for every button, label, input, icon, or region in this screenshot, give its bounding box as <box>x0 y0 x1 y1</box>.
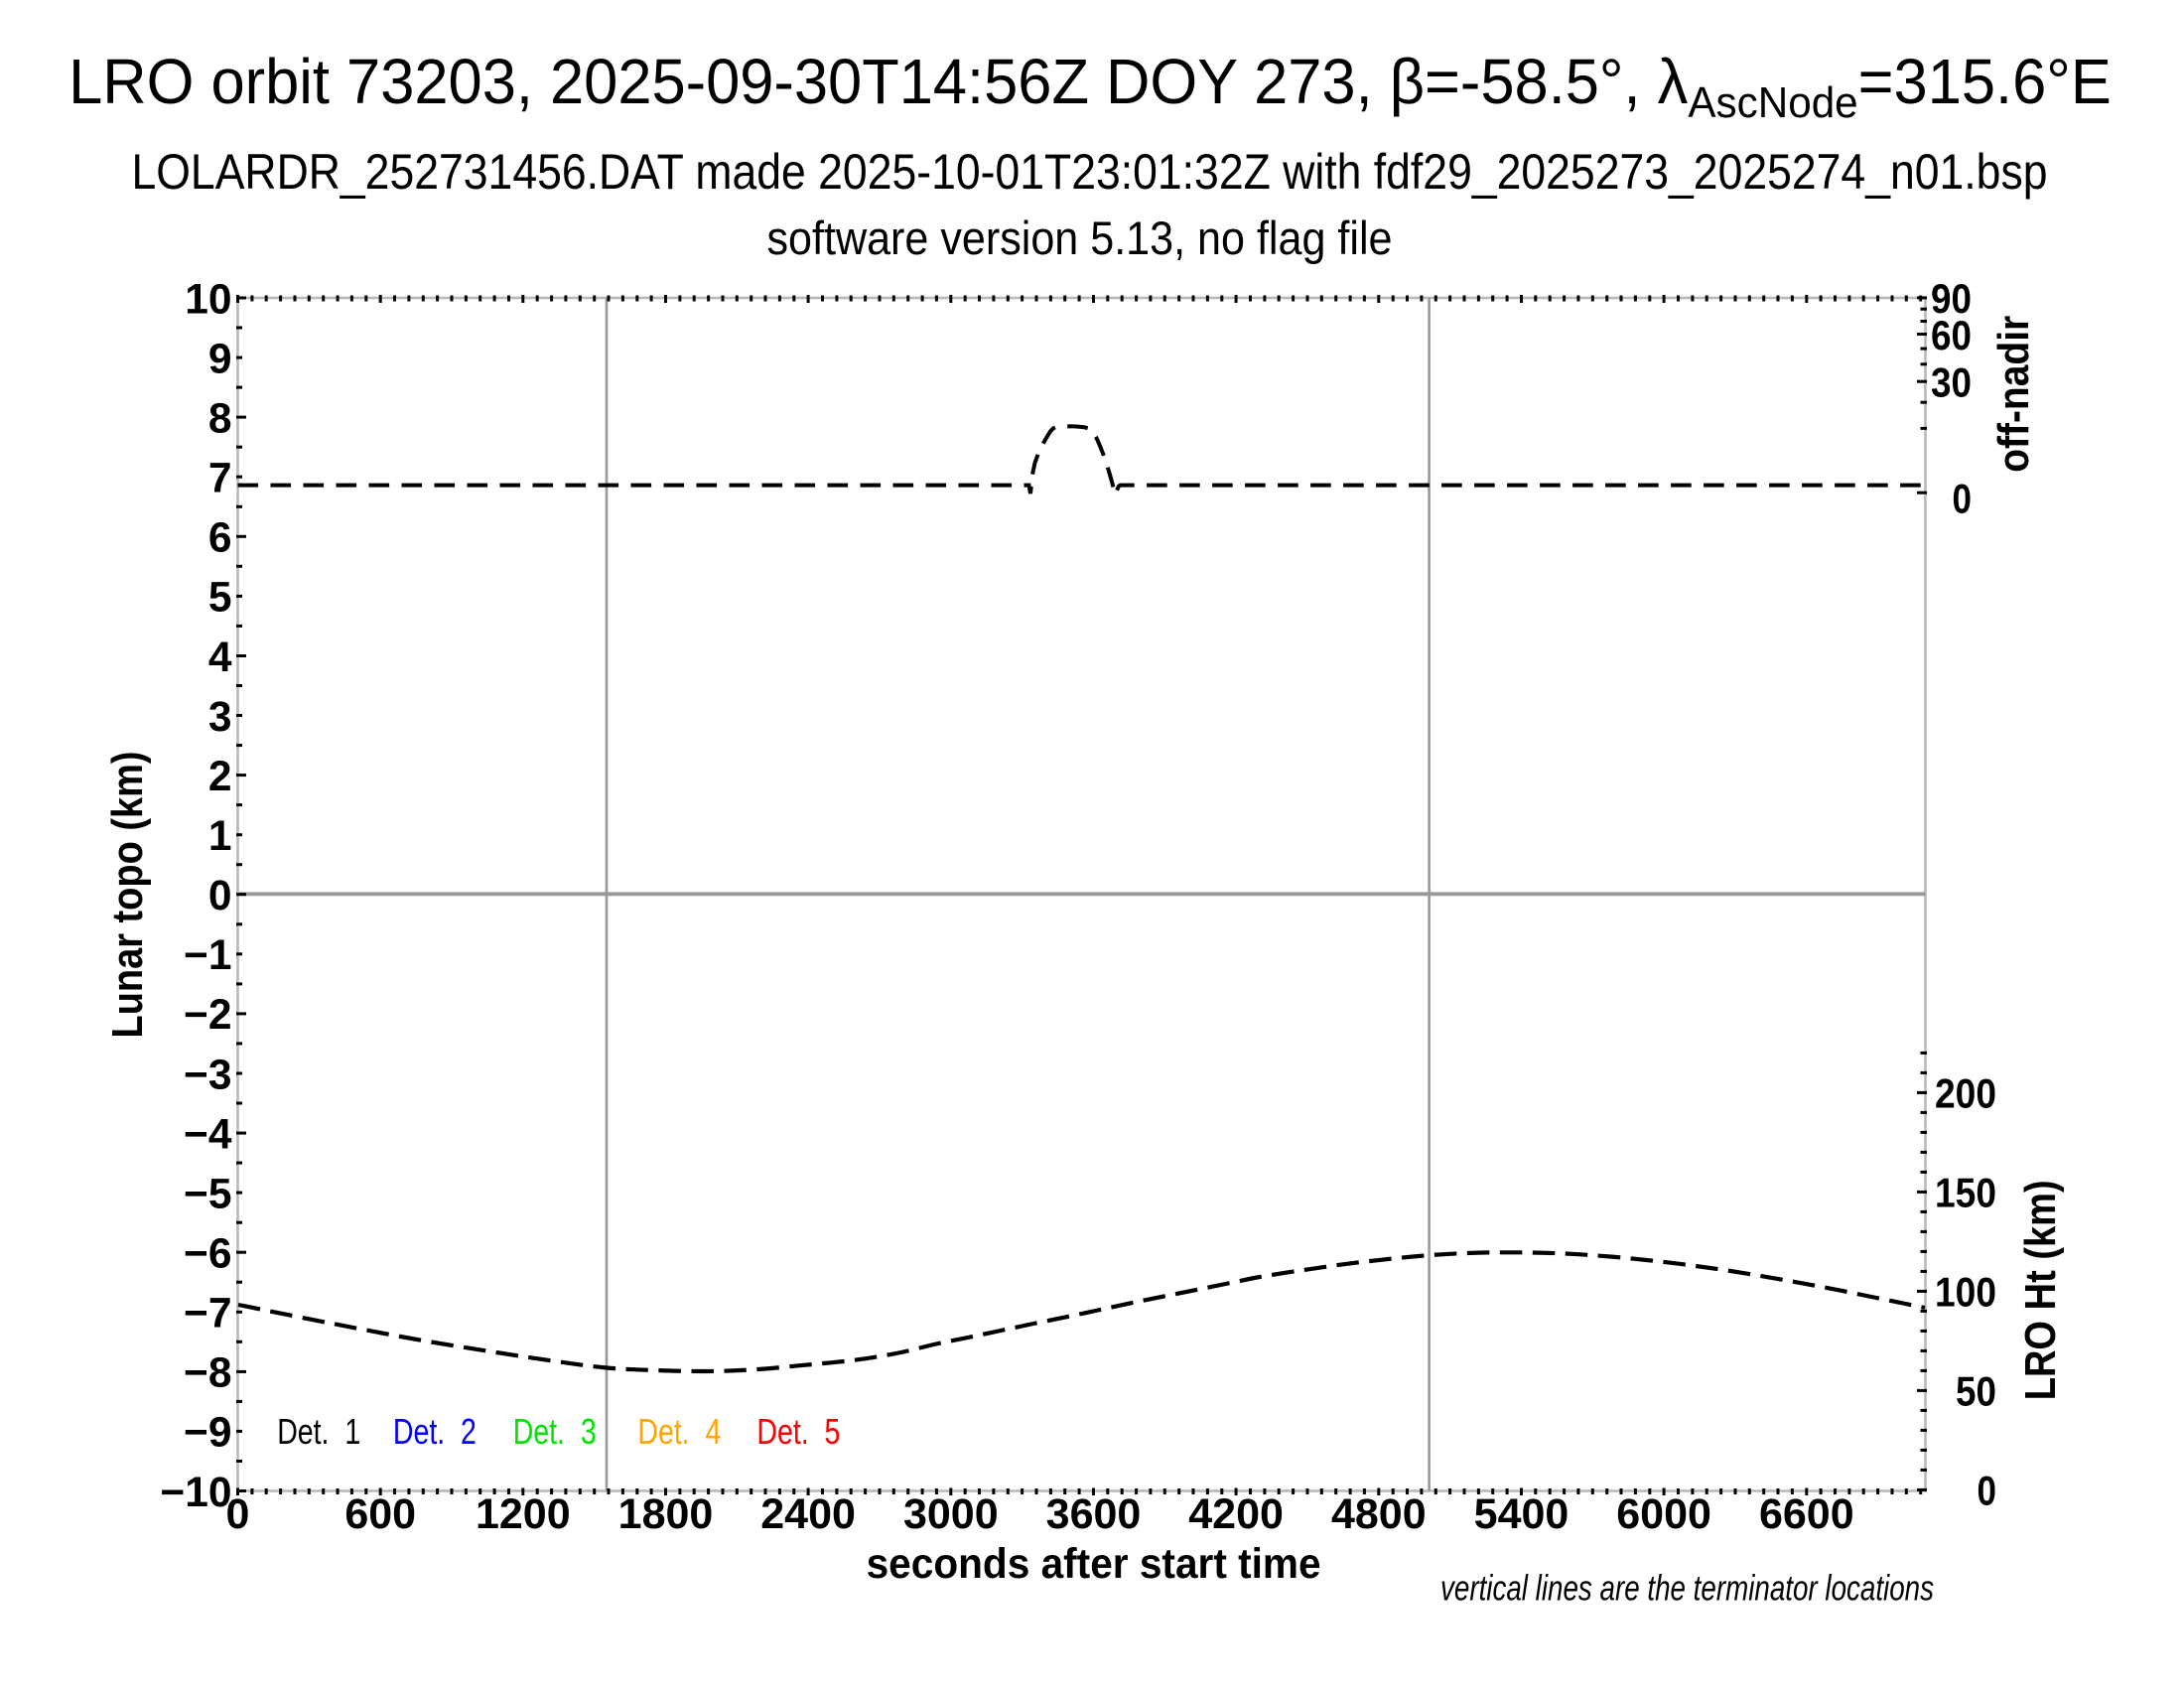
svg-text:LOLARDR_252731456.DAT made 202: LOLARDR_252731456.DAT made 2025-10-01T23… <box>132 144 2048 200</box>
svg-text:1200: 1200 <box>476 1490 571 1538</box>
svg-text:2400: 2400 <box>760 1490 856 1538</box>
svg-text:LRO orbit 73203, 2025-09-30T14: LRO orbit 73203, 2025-09-30T14:56Z DOY 2… <box>68 47 2112 127</box>
svg-text:Det. 3: Det. 3 <box>513 1411 597 1452</box>
svg-text:7: 7 <box>208 456 232 502</box>
svg-text:0: 0 <box>1978 1468 1997 1514</box>
svg-text:0: 0 <box>226 1490 250 1538</box>
svg-text:off-nadir: off-nadir <box>1989 316 2038 473</box>
svg-text:Det. 1: Det. 1 <box>277 1411 360 1452</box>
svg-text:6: 6 <box>208 515 232 562</box>
svg-text:4800: 4800 <box>1331 1490 1427 1538</box>
svg-text:9: 9 <box>208 336 232 382</box>
svg-text:vertical lines are the termina: vertical lines are the terminator locati… <box>1440 1567 1934 1608</box>
svg-text:software version 5.13, no flag: software version 5.13, no flag file <box>767 212 1393 265</box>
svg-text:2: 2 <box>208 754 232 800</box>
svg-text:−3: −3 <box>184 1052 231 1098</box>
svg-text:Det. 2: Det. 2 <box>393 1411 477 1452</box>
svg-text:−5: −5 <box>184 1171 231 1217</box>
svg-text:−2: −2 <box>184 992 231 1039</box>
svg-text:−6: −6 <box>184 1231 231 1278</box>
svg-text:0: 0 <box>1953 476 1973 522</box>
svg-text:3: 3 <box>208 694 232 741</box>
svg-text:5400: 5400 <box>1474 1490 1570 1538</box>
svg-text:60: 60 <box>1931 312 1972 358</box>
svg-text:100: 100 <box>1935 1269 1996 1316</box>
svg-text:30: 30 <box>1931 359 1972 406</box>
svg-text:6000: 6000 <box>1616 1490 1711 1538</box>
svg-text:5: 5 <box>208 575 232 622</box>
svg-text:Det. 4: Det. 4 <box>637 1411 721 1452</box>
svg-text:−7: −7 <box>184 1291 231 1338</box>
svg-text:−9: −9 <box>184 1410 231 1457</box>
svg-text:3000: 3000 <box>903 1490 999 1538</box>
svg-text:3600: 3600 <box>1046 1490 1142 1538</box>
svg-text:150: 150 <box>1935 1170 1996 1216</box>
svg-text:1: 1 <box>208 813 232 860</box>
svg-text:−8: −8 <box>184 1350 231 1397</box>
svg-text:seconds after start time: seconds after start time <box>867 1540 1321 1588</box>
svg-text:4200: 4200 <box>1188 1490 1284 1538</box>
svg-text:50: 50 <box>1956 1368 1996 1415</box>
svg-text:Det. 5: Det. 5 <box>756 1411 840 1452</box>
svg-text:Lunar topo (km): Lunar topo (km) <box>103 752 152 1039</box>
svg-text:−4: −4 <box>184 1111 232 1158</box>
svg-text:1800: 1800 <box>618 1490 714 1538</box>
svg-text:LRO Ht (km): LRO Ht (km) <box>2016 1180 2065 1400</box>
svg-text:−1: −1 <box>184 932 231 979</box>
svg-text:4: 4 <box>208 635 232 681</box>
svg-text:10: 10 <box>185 276 231 323</box>
svg-text:90: 90 <box>1931 275 1972 322</box>
svg-text:600: 600 <box>344 1490 416 1538</box>
svg-text:0: 0 <box>208 873 232 919</box>
svg-text:8: 8 <box>208 395 232 442</box>
svg-text:−10: −10 <box>160 1470 231 1516</box>
svg-text:200: 200 <box>1935 1070 1996 1117</box>
svg-text:6600: 6600 <box>1759 1490 1854 1538</box>
